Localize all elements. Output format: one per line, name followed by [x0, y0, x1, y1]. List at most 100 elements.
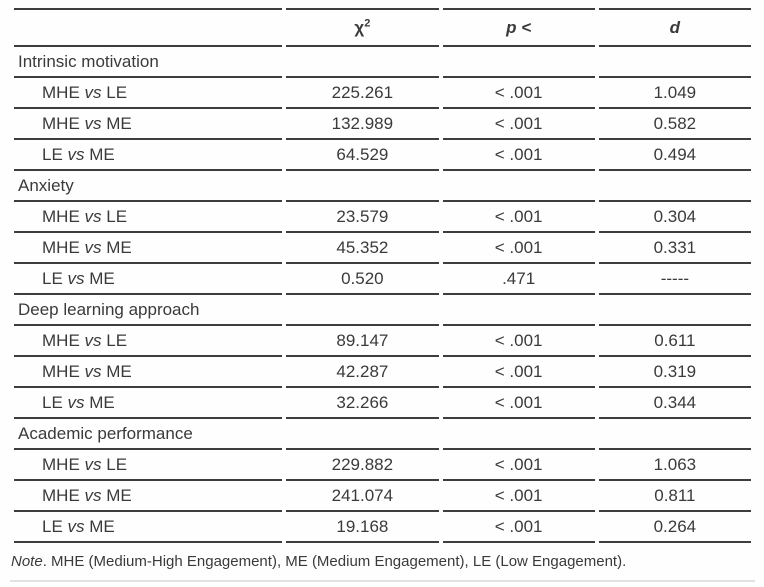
section-label: Deep learning approach — [14, 295, 283, 326]
group-1: MHE — [42, 361, 80, 381]
empty-cell — [598, 419, 751, 450]
vs-label: vs — [84, 206, 102, 226]
cell-comparison: LE vs ME — [14, 264, 283, 295]
cell-chi-square: 19.168 — [286, 512, 439, 543]
vs-label: vs — [84, 454, 102, 474]
header-p-value: p < — [442, 8, 595, 47]
group-1: LE — [42, 268, 63, 288]
cell-chi-square: 0.520 — [286, 264, 439, 295]
cell-p-value: < .001 — [442, 512, 595, 543]
vs-label: vs — [67, 516, 85, 536]
vs-label: vs — [84, 237, 102, 257]
group-1: LE — [42, 392, 63, 412]
cell-comparison: MHE vs ME — [14, 109, 283, 140]
section-header-row: Academic performance — [14, 419, 751, 450]
table-row: MHE vs LE 225.261 < .001 1.049 — [14, 78, 751, 109]
cell-d-value: 0.811 — [598, 481, 751, 512]
cell-comparison: LE vs ME — [14, 140, 283, 171]
cell-comparison: MHE vs LE — [14, 450, 283, 481]
cell-comparison: MHE vs ME — [14, 357, 283, 388]
bottom-divider — [10, 580, 755, 582]
empty-cell — [286, 47, 439, 78]
cell-chi-square: 241.074 — [286, 481, 439, 512]
cell-p-value: < .001 — [442, 326, 595, 357]
cell-d-value: 0.319 — [598, 357, 751, 388]
cell-comparison: MHE vs ME — [14, 481, 283, 512]
cell-d-value: 0.264 — [598, 512, 751, 543]
group-2: LE — [106, 206, 128, 226]
empty-cell — [442, 47, 595, 78]
cell-d-value: 0.344 — [598, 388, 751, 419]
table-row: MHE vs ME 45.352 < .001 0.331 — [14, 233, 751, 264]
group-1: MHE — [42, 206, 80, 226]
cell-d-value: 0.582 — [598, 109, 751, 140]
cell-chi-square: 32.266 — [286, 388, 439, 419]
group-1: MHE — [42, 454, 80, 474]
vs-label: vs — [84, 82, 102, 102]
cell-comparison: LE vs ME — [14, 388, 283, 419]
group-2: LE — [106, 330, 128, 350]
table-row: LE vs ME 0.520 .471 ----- — [14, 264, 751, 295]
empty-cell — [598, 171, 751, 202]
cell-comparison: MHE vs LE — [14, 326, 283, 357]
table-row: MHE vs ME 42.287 < .001 0.319 — [14, 357, 751, 388]
table-row: LE vs ME 64.529 < .001 0.494 — [14, 140, 751, 171]
cell-d-value: ----- — [598, 264, 751, 295]
table-row: MHE vs ME 241.074 < .001 0.811 — [14, 481, 751, 512]
statistics-table: χ2 p < d Intrinsic motivation MHE vs LE … — [10, 8, 755, 543]
cell-d-value: 0.494 — [598, 140, 751, 171]
group-1: MHE — [42, 237, 80, 257]
note-text: . MHE (Medium-High Engagement), ME (Medi… — [42, 553, 627, 570]
empty-cell — [598, 295, 751, 326]
cell-chi-square: 64.529 — [286, 140, 439, 171]
cell-p-value: .471 — [442, 264, 595, 295]
note-label: Note — [11, 553, 43, 570]
cell-d-value: 1.063 — [598, 450, 751, 481]
empty-cell — [442, 171, 595, 202]
vs-label: vs — [67, 392, 85, 412]
cell-chi-square: 225.261 — [286, 78, 439, 109]
group-2: LE — [106, 454, 128, 474]
cell-comparison: LE vs ME — [14, 512, 283, 543]
cell-chi-square: 132.989 — [286, 109, 439, 140]
table-row: MHE vs LE 23.579 < .001 0.304 — [14, 202, 751, 233]
group-1: LE — [42, 144, 63, 164]
vs-label: vs — [84, 485, 102, 505]
cell-p-value: < .001 — [442, 357, 595, 388]
header-row: χ2 p < d — [14, 8, 751, 47]
cell-chi-square: 89.147 — [286, 326, 439, 357]
cell-p-value: < .001 — [442, 202, 595, 233]
section-header-row: Deep learning approach — [14, 295, 751, 326]
cell-d-value: 0.331 — [598, 233, 751, 264]
cell-p-value: < .001 — [442, 450, 595, 481]
group-1: MHE — [42, 82, 80, 102]
group-1: LE — [42, 516, 63, 536]
group-2: ME — [106, 361, 132, 381]
header-d-value: d — [598, 8, 751, 47]
section-label: Intrinsic motivation — [14, 47, 283, 78]
vs-label: vs — [67, 144, 85, 164]
chi-symbol: χ — [354, 17, 365, 37]
cell-d-value: 0.304 — [598, 202, 751, 233]
cell-p-value: < .001 — [442, 481, 595, 512]
cell-d-value: 1.049 — [598, 78, 751, 109]
section-label: Academic performance — [14, 419, 283, 450]
group-2: ME — [89, 268, 115, 288]
cell-p-value: < .001 — [442, 78, 595, 109]
cell-chi-square: 23.579 — [286, 202, 439, 233]
empty-cell — [286, 419, 439, 450]
group-2: ME — [106, 113, 132, 133]
group-1: MHE — [42, 113, 80, 133]
vs-label: vs — [84, 330, 102, 350]
table-row: MHE vs LE 229.882 < .001 1.063 — [14, 450, 751, 481]
empty-cell — [286, 171, 439, 202]
cell-p-value: < .001 — [442, 388, 595, 419]
empty-cell — [442, 295, 595, 326]
empty-cell — [442, 419, 595, 450]
header-empty-cell — [14, 8, 283, 47]
table-row: MHE vs LE 89.147 < .001 0.611 — [14, 326, 751, 357]
section-label: Anxiety — [14, 171, 283, 202]
cell-comparison: MHE vs LE — [14, 78, 283, 109]
header-chi-square: χ2 — [286, 8, 439, 47]
table-row: LE vs ME 19.168 < .001 0.264 — [14, 512, 751, 543]
